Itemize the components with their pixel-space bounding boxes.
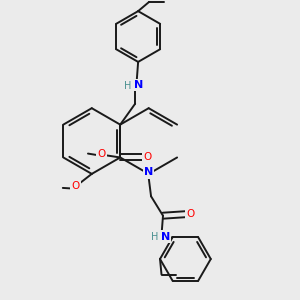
Text: O: O (187, 209, 195, 219)
Text: N: N (134, 80, 143, 90)
Text: H: H (151, 232, 159, 242)
Text: N: N (161, 232, 170, 242)
Text: O: O (97, 149, 106, 160)
Text: N: N (144, 167, 153, 177)
Text: O: O (143, 152, 151, 163)
Text: H: H (124, 81, 131, 91)
Text: O: O (71, 182, 80, 191)
